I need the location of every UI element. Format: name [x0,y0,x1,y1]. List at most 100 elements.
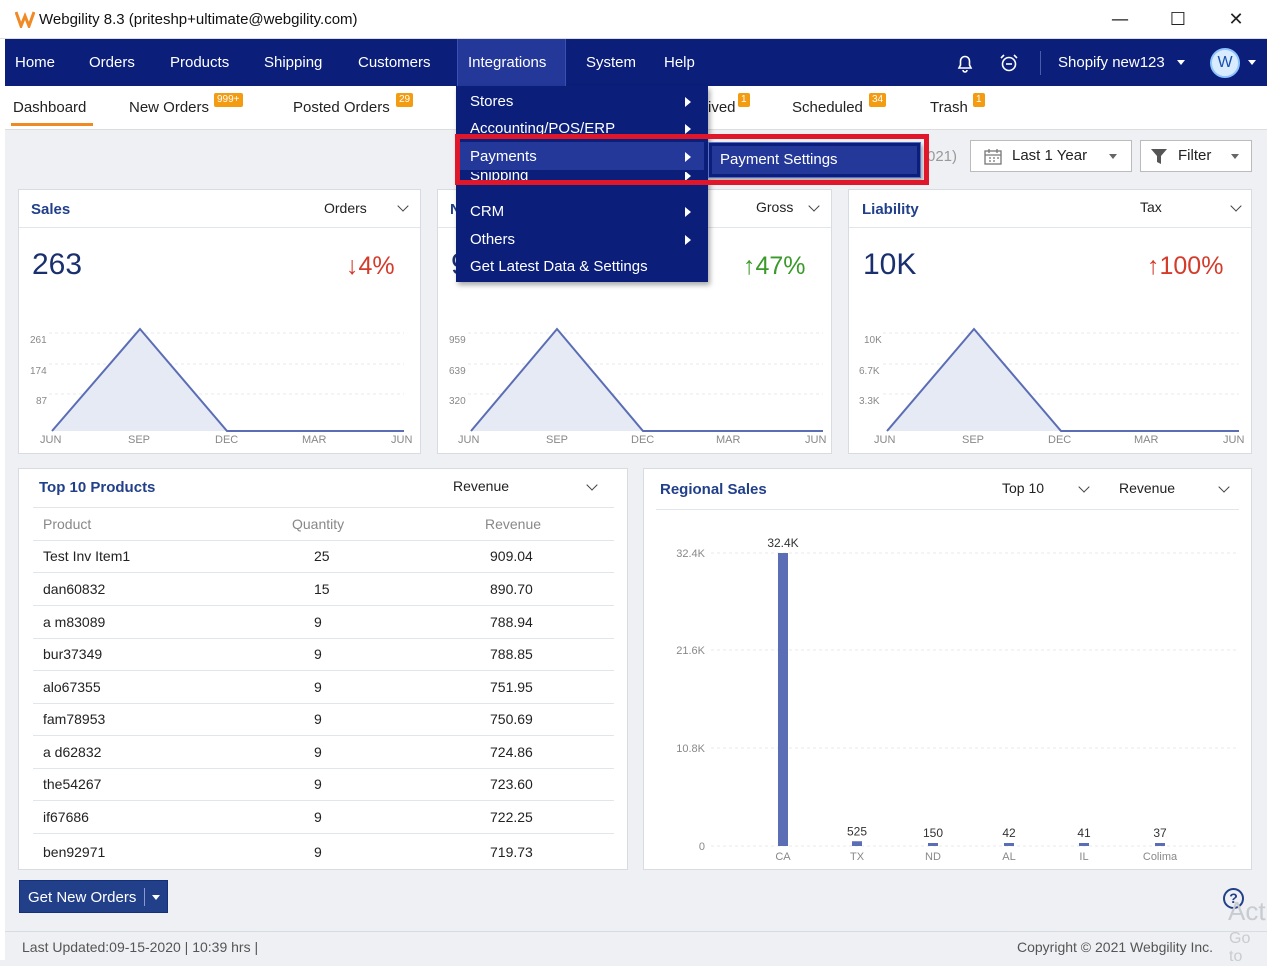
chevron-down-icon[interactable] [397,200,409,212]
x-tick: JUN [1223,434,1245,446]
avatar[interactable]: W [1210,48,1240,78]
menu-item-payment-settings[interactable]: Payment Settings [720,151,838,168]
chevron-down-icon[interactable] [808,200,820,212]
payments-submenu: Payment Settings [708,142,921,178]
alarm-clock-icon[interactable] [999,53,1019,73]
bar-value-label: 150 [923,826,943,840]
x-tick: SEP [962,434,985,446]
product-name: fam78953 [43,711,106,727]
regional-sales-chart: 32.4K 21.6K 10.8K 0 32.4K CA 525 TX 150 ND 42 AL 41 I… [676,536,1239,863]
x-tick: DEC [1048,434,1072,446]
card-title: Top 10 Products [39,479,156,496]
main-nav: Home Orders Products Shipping Customers … [5,39,1267,86]
filter-dropdown[interactable]: Filter [1140,140,1252,172]
nav-shipping[interactable]: Shipping [264,54,323,71]
nav-customers[interactable]: Customers [358,54,431,71]
nav-home[interactable]: Home [15,54,56,71]
chevron-down-icon[interactable] [1078,481,1090,493]
column-header-quantity: Quantity [292,516,345,532]
close-button[interactable]: ✕ [1228,9,1244,30]
product-revenue: 722.25 [490,809,533,825]
sales-metric-selector[interactable]: Orders [324,200,367,216]
nav-products[interactable]: Products [170,54,230,71]
sales-value: 263 [32,248,83,281]
nav-help[interactable]: Help [664,54,695,71]
get-new-orders-button[interactable]: Get New Orders [19,880,168,913]
menu-item-accounting[interactable]: Accounting/POS/ERP [470,120,616,137]
middle-metric-selector[interactable]: Gross [756,199,794,215]
tab-dashboard[interactable]: Dashboard [13,99,87,116]
activation-watermark-sub: Go to [1229,930,1251,965]
y-tick: 6.7K [859,366,880,377]
bar-colima [1155,843,1165,846]
archived-badge: 1 [738,93,750,107]
filter-label: Filter [1178,147,1212,164]
date-range-label: Last 1 Year [1012,147,1088,164]
nav-system[interactable]: System [586,54,637,71]
regional-top-selector[interactable]: Top 10 [1002,480,1045,496]
liability-metric-selector[interactable]: Tax [1140,199,1162,215]
product-quantity: 9 [314,614,322,630]
menu-item-payments[interactable]: Payments [470,148,537,165]
x-tick: JUN [458,434,480,446]
bar-nd [928,843,938,846]
store-caret-icon [1177,60,1185,65]
bar-al [1004,843,1014,846]
help-icon[interactable]: ? [1223,888,1244,909]
menu-item-crm[interactable]: CRM [470,203,505,220]
calendar-icon [984,149,1002,165]
nav-divider [1040,51,1041,75]
chevron-down-icon[interactable] [1230,200,1242,212]
menu-item-get-latest-data[interactable]: Get Latest Data & Settings [470,258,648,275]
bell-icon[interactable] [955,53,975,73]
x-category-label: ND [925,851,941,863]
bar-value-label: 41 [1077,826,1091,840]
chevron-down-icon[interactable] [152,895,160,900]
chevron-down-icon[interactable] [1218,481,1230,493]
get-new-orders-label: Get New Orders [28,889,137,906]
annotation-highlight-box [455,134,929,185]
nav-orders[interactable]: Orders [89,54,135,71]
bar-il [1079,843,1089,846]
y-tick-label: 10.8K [676,743,705,755]
chevron-right-icon [685,172,691,181]
tab-new-orders[interactable]: New Orders [129,99,210,116]
date-range-dropdown[interactable]: Last 1 Year [970,140,1132,172]
menu-item-stores[interactable]: Stores [470,93,514,110]
sales-change: ↓4% [346,252,395,280]
product-revenue: 788.85 [490,646,533,662]
title-bar: Webgility 8.3 (priteshp+ultimate@webgili… [0,0,1267,39]
left-edge [0,39,5,960]
product-revenue: 909.04 [490,548,533,564]
card-title: Liability [862,201,919,218]
x-category-label: CA [775,851,791,863]
activation-watermark: Act [1228,896,1266,926]
minimize-button[interactable]: — [1111,9,1129,30]
product-name: a d62832 [43,744,102,760]
tab-posted-orders[interactable]: Posted Orders [293,99,390,116]
y-tick: 3.3K [859,396,880,407]
new-orders-badge: 999+ [214,93,243,107]
x-category-label: IL [1079,851,1088,863]
nav-integrations[interactable]: Integrations [457,39,566,86]
regional-metric-selector[interactable]: Revenue [1119,480,1176,496]
avatar-caret-icon[interactable] [1248,60,1256,65]
x-tick: SEP [128,434,151,446]
y-tick: 174 [30,366,47,377]
webgility-logo-icon [15,11,35,28]
bar-ca [778,553,788,846]
chevron-down-icon[interactable] [586,479,598,491]
liability-change: ↑100% [1147,252,1224,280]
menu-item-others[interactable]: Others [470,231,516,248]
product-revenue: 751.95 [490,679,533,695]
tab-trash[interactable]: Trash [930,99,968,116]
maximize-button[interactable]: ☐ [1169,9,1187,30]
store-selector[interactable]: Shopify new123 [1058,54,1165,71]
tab-scheduled[interactable]: Scheduled [792,99,863,116]
last-updated-text: Last Updated:09-15-2020 | 10:39 hrs | [22,939,259,955]
top-products-metric-selector[interactable]: Revenue [453,478,510,494]
x-category-label: Colima [1143,851,1178,863]
filter-icon [1151,149,1167,164]
tab-archived[interactable]: ived [708,99,736,116]
middle-change: ↑47% [743,252,806,280]
